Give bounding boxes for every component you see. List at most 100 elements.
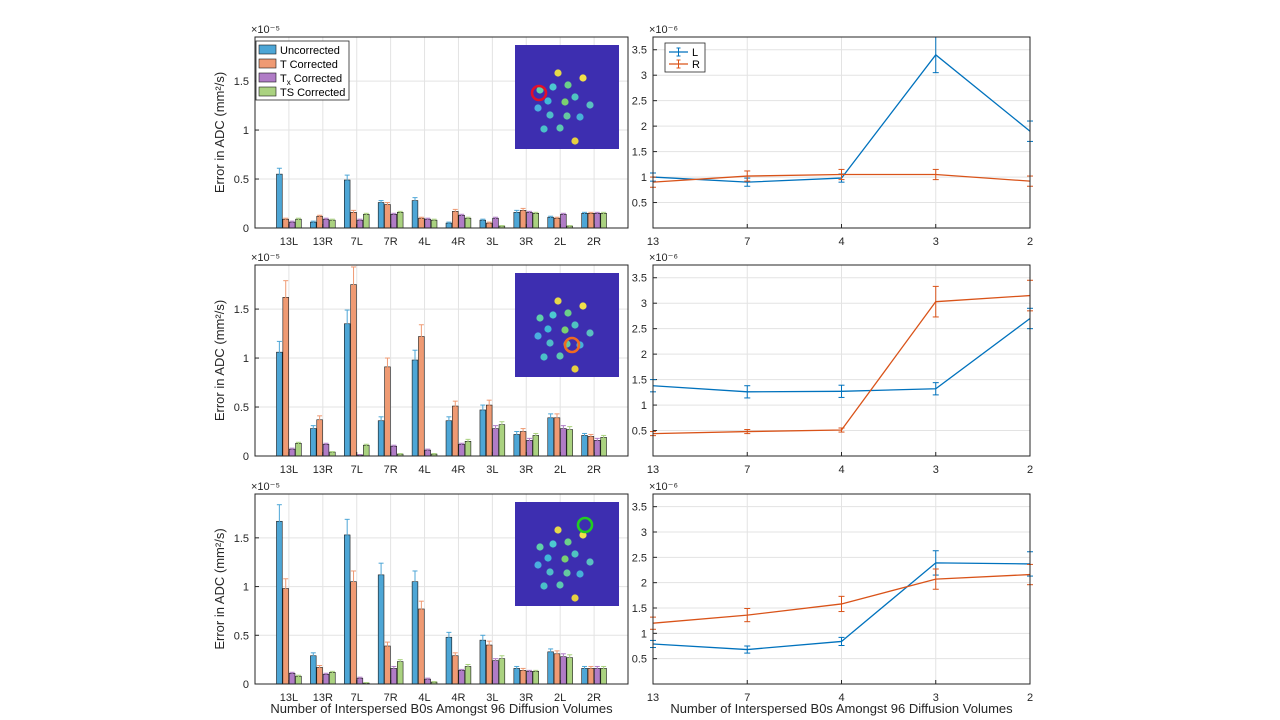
y-tick-label: 1 [641, 172, 647, 184]
region-marker-circle [530, 84, 548, 102]
bar [587, 668, 595, 685]
y-tick-label: 1.5 [632, 375, 647, 387]
phantom-vial [536, 314, 544, 322]
x-tick-label: 7 [744, 464, 750, 476]
bar [390, 668, 398, 685]
axes-box [652, 36, 1031, 229]
y-tick-label: 3.5 [632, 502, 647, 514]
phantom-vial [540, 582, 548, 590]
bar [356, 219, 364, 229]
bar [498, 424, 506, 457]
x-tick-label: 7L [351, 692, 363, 704]
y-tick-label: 3 [641, 70, 647, 82]
bar [322, 218, 330, 229]
y-tick-label: 1.5 [234, 76, 249, 88]
phantom-vial [554, 297, 562, 305]
bar [411, 359, 419, 457]
bar [519, 210, 527, 229]
bar [519, 670, 527, 685]
bar [377, 420, 385, 457]
axes-box [254, 493, 629, 685]
phantom-vial [536, 86, 544, 94]
bar-chart-row-3: 0 0.5 1 1.5 13L 13R 7L 7R 4L 4R 3L 3R 2L 2R ×10⁻⁵ Error… [212, 481, 629, 704]
phantom-vial [576, 570, 584, 578]
x-axis-label-right: Number of Interspersed B0s Amongst 96 Di… [670, 701, 1013, 716]
x-tick-label: 7R [384, 692, 398, 704]
phantom-vial [561, 98, 569, 106]
y-tick-label: 2 [641, 121, 647, 133]
y-exponent-label: ×10⁻⁵ [251, 252, 280, 264]
phantom-vial [556, 581, 564, 589]
x-tick-label: 13 [647, 464, 659, 476]
y-tick-label: 1.5 [632, 147, 647, 159]
legend-box [664, 42, 706, 73]
x-tick-label: 4 [838, 692, 844, 704]
bar [560, 213, 567, 229]
bar [445, 636, 453, 685]
phantom-vial [536, 543, 544, 551]
phantom-vial [554, 69, 562, 77]
phantom-vial [586, 101, 594, 109]
phantom-vial [579, 302, 587, 310]
bar [276, 173, 283, 229]
x-tick-label: 13 [647, 236, 659, 248]
legend-label: Tx Corrected [280, 73, 342, 87]
bar [587, 213, 595, 229]
x-tick-label: 4 [838, 236, 844, 248]
phantom-vial [571, 93, 579, 101]
y-tick-label: 1 [243, 125, 249, 137]
bar [458, 443, 465, 457]
x-tick-label: 4R [451, 692, 465, 704]
bar [594, 440, 601, 457]
bar [464, 217, 472, 229]
x-tick-label: 4L [418, 692, 430, 704]
x-tick-label: 3R [519, 236, 533, 248]
bar [492, 428, 499, 457]
phantom-vial [546, 339, 554, 347]
bar [295, 675, 302, 685]
y-exponent-label: ×10⁻⁶ [649, 24, 678, 36]
phantom-vial [544, 325, 552, 333]
bar [282, 218, 289, 229]
bar [464, 441, 472, 457]
x-tick-label: 3L [486, 464, 498, 476]
bar [594, 213, 601, 229]
bar [411, 200, 419, 229]
bar [600, 213, 607, 229]
bar [532, 213, 540, 229]
line-chart-row-1: 13 7 4 3 2 0.5 1 1.5 2 2.5 3 3.5×10⁻⁶ LR [632, 24, 1033, 248]
y-tick-label: 3.5 [632, 45, 647, 57]
bar [594, 668, 601, 685]
bar [377, 202, 385, 229]
legend-label: Uncorrected [280, 45, 340, 57]
bar [390, 213, 398, 229]
y-tick-label: 1 [243, 582, 249, 594]
bar [581, 435, 588, 457]
phantom-vial [540, 353, 548, 361]
bar [479, 639, 486, 685]
legend-label: R [692, 59, 700, 71]
bar [418, 336, 425, 457]
phantom-vial [561, 555, 569, 563]
bar [532, 671, 540, 685]
bar [560, 428, 567, 457]
bar [322, 443, 330, 457]
phantom-vial [540, 125, 548, 133]
bar [452, 405, 459, 457]
x-tick-label: 3L [486, 236, 498, 248]
bar [547, 651, 554, 685]
y-exponent-label: ×10⁻⁵ [251, 24, 280, 36]
bar [418, 217, 425, 229]
x-tick-label: 7 [744, 236, 750, 248]
inset-image [515, 502, 619, 606]
bar [553, 417, 561, 457]
bar [458, 670, 465, 685]
bar [532, 435, 540, 457]
bar [384, 204, 391, 229]
y-tick-label: 0 [243, 679, 249, 691]
bar [526, 671, 533, 685]
phantom-vial [586, 558, 594, 566]
x-axis-label-left: Number of Interspersed B0s Amongst 96 Di… [270, 701, 613, 716]
x-tick-label: 13L [280, 692, 298, 704]
